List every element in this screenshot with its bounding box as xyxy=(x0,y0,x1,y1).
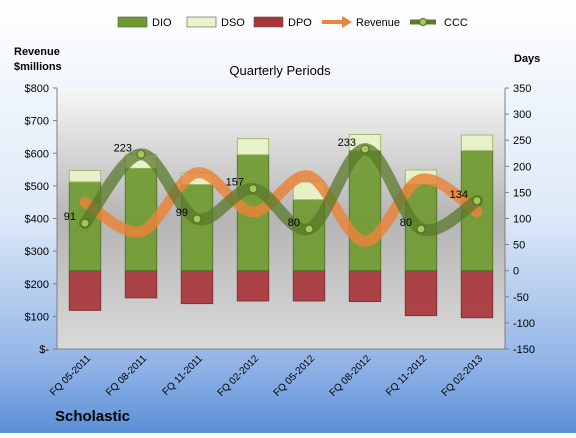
ccc-data-label: 91 xyxy=(64,211,76,223)
right-tick-label: 100 xyxy=(513,214,531,226)
ccc-data-label: 157 xyxy=(226,177,244,189)
ccc-data-label: 80 xyxy=(288,217,300,229)
right-tick-label: 150 xyxy=(513,187,531,199)
legend-swatch-dpo xyxy=(253,16,284,28)
right-tick-label: 200 xyxy=(513,161,531,173)
legend-label: DSO xyxy=(221,17,245,29)
ccc-point xyxy=(416,224,426,234)
ccc-point xyxy=(472,196,482,206)
right-tick-label: 300 xyxy=(513,109,531,121)
left-tick-label: $- xyxy=(39,344,49,356)
dpo-bar xyxy=(180,270,214,305)
revenue-line xyxy=(79,167,483,247)
ccc-line xyxy=(79,143,483,237)
legend-label: DPO xyxy=(288,17,312,29)
dpo-bar xyxy=(348,270,382,302)
right-tick-label: -100 xyxy=(513,318,535,330)
ccc-data-label: 134 xyxy=(450,189,468,201)
legend-label: Revenue xyxy=(356,17,400,29)
dpo-bar xyxy=(460,270,494,319)
chart-title: Quarterly Periods xyxy=(229,63,331,78)
dso-bar xyxy=(460,134,494,152)
ccc-point xyxy=(304,224,314,234)
left-tick-label: $300 xyxy=(25,246,49,258)
left-tick-label: $500 xyxy=(25,181,49,193)
left-tick-label: $100 xyxy=(25,311,49,323)
company-name: Scholastic xyxy=(55,408,130,425)
right-tick-label: 0 xyxy=(513,266,519,278)
legend-label: DIO xyxy=(152,17,172,29)
ccc-point xyxy=(192,214,202,224)
right-tick-label: 250 xyxy=(513,135,531,147)
right-tick-label: 350 xyxy=(513,83,531,95)
ccc-point xyxy=(360,144,370,154)
dpo-bar xyxy=(404,270,438,317)
dio-bar xyxy=(348,150,382,272)
dpo-bar xyxy=(292,270,326,302)
left-tick-label: $200 xyxy=(25,279,49,291)
right-axis-label: Days xyxy=(514,53,540,65)
dpo-bar xyxy=(236,270,270,302)
ccc-point xyxy=(248,184,258,194)
left-axis-label-line1: Revenue xyxy=(14,46,60,58)
ccc-data-label: 99 xyxy=(176,207,188,219)
legend-swatch-dso xyxy=(186,16,217,28)
ccc-data-label: 223 xyxy=(114,142,132,154)
left-tick-label: $800 xyxy=(25,83,49,95)
right-tick-label: -150 xyxy=(513,344,535,356)
ccc-data-label: 80 xyxy=(400,217,412,229)
legend-swatch-dio xyxy=(117,16,148,28)
legend-label: CCC xyxy=(444,17,468,29)
dio-bar xyxy=(180,184,214,272)
ccc-point xyxy=(80,218,90,228)
legend-arrowhead-icon xyxy=(342,16,352,28)
dpo-bar xyxy=(68,270,102,311)
right-tick-label: -50 xyxy=(513,292,529,304)
right-tick-label: 50 xyxy=(513,240,525,252)
left-tick-label: $700 xyxy=(25,116,49,128)
dpo-bar xyxy=(124,270,158,299)
left-tick-label: $600 xyxy=(25,148,49,160)
left-axis-label-line2: $millions xyxy=(14,61,62,73)
ccc-data-label: 233 xyxy=(338,137,356,149)
left-tick-label: $400 xyxy=(25,214,49,226)
legend-dot-icon xyxy=(419,18,427,26)
dso-bar xyxy=(236,138,270,156)
ccc-point xyxy=(136,149,146,159)
dso-bar xyxy=(68,169,102,183)
